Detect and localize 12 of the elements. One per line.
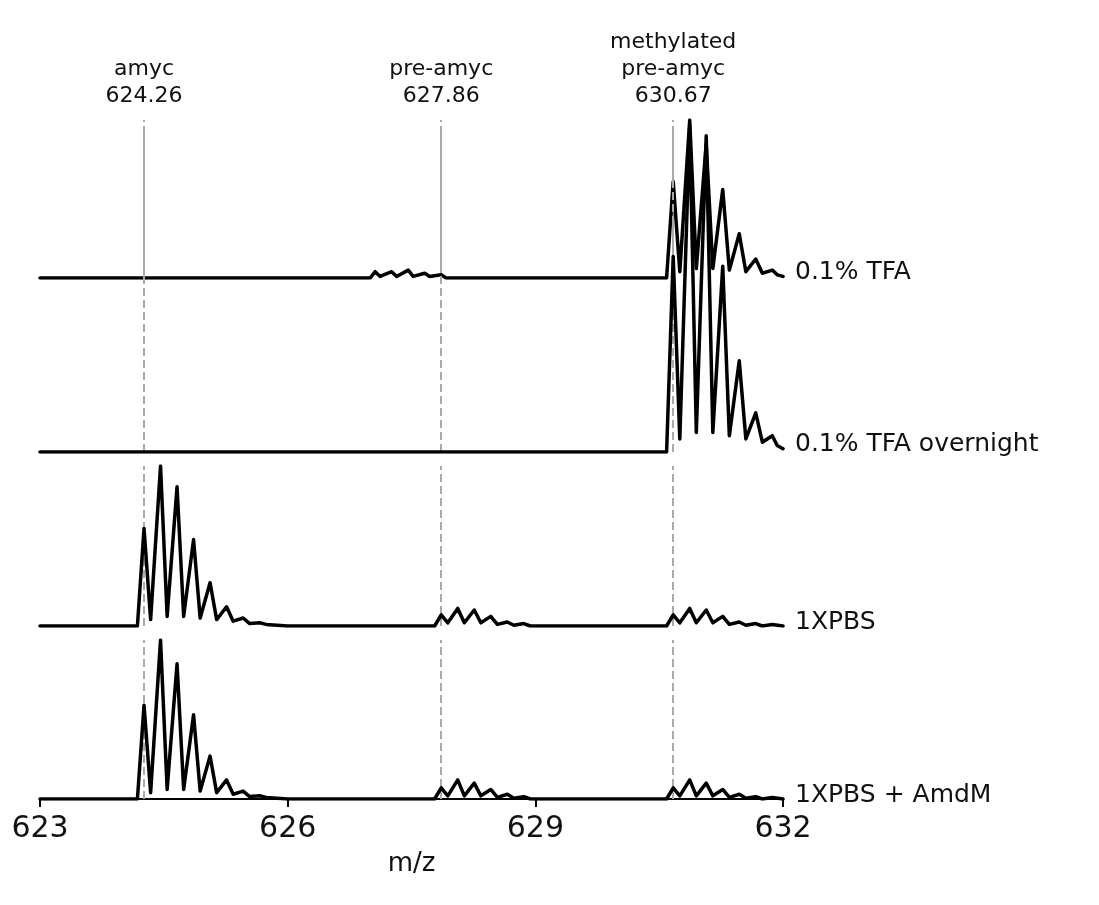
ref-line-label: amyc 624.26 [105,55,183,107]
x-tick-label: 632 [754,808,812,844]
series-label: 0.1% TFA [795,255,911,285]
x-tick-label: 629 [506,808,564,844]
x-tick-label: 626 [259,808,317,844]
ref-line-label: methylated pre-amyc 630.67 [610,28,737,107]
series-label: 0.1% TFA overnight [795,428,1039,458]
series-label: 1XPBS + AmdM [795,778,992,808]
series-label: 1XPBS [795,605,876,635]
x-axis-title: m/z [387,847,436,877]
ref-line-label: pre-amyc 627.86 [389,55,494,107]
x-tick-label: 623 [11,808,69,844]
